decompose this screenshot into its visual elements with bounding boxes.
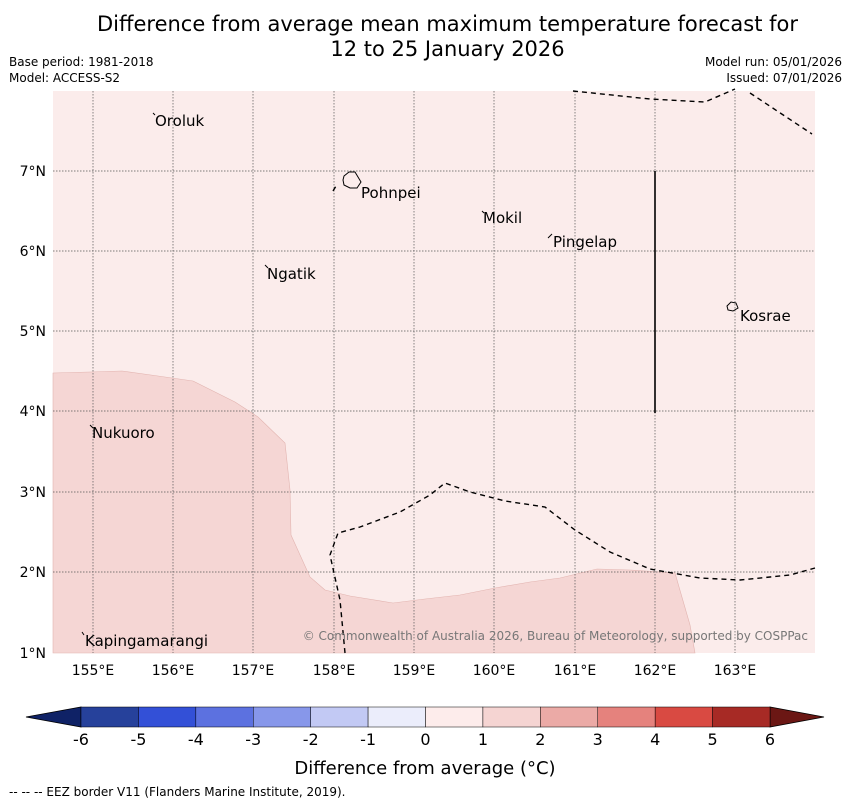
longitude-ticks: 155°E 156°E 157°E 158°E 159°E 160°E 161°… (72, 663, 757, 679)
colorbar-under-arrow (25, 706, 82, 728)
pingelap-atoll-mark (547, 233, 553, 239)
lat-tick-5: 5°N (20, 324, 46, 340)
nukuoro-atoll-mark (89, 424, 94, 429)
place-label-nukuoro: Nukuoro (92, 424, 155, 442)
colorbar-tick-label: -5 (130, 730, 146, 749)
colorbar: -6 -5 -4 -3 -2 -1 0 1 2 3 4 5 6 Difference from aver… (25, 706, 825, 779)
copyright-notice: © Commonwealth of Australia 2026, Bureau… (303, 629, 808, 643)
colorbar-segment--3-to--2 (253, 706, 311, 728)
colorbar-segment--6-to--5 (80, 706, 139, 728)
lon-tick-156: 156°E (152, 663, 195, 679)
colorbar-tick-label: -3 (245, 730, 261, 749)
colorbar-segment--2-to--1 (310, 706, 369, 728)
place-labels: Oroluk Pohnpei Mokil Pingelap Ngatik Kos… (85, 112, 791, 650)
colorbar-label: Difference from average (°C) (294, 758, 555, 779)
colorbar-tick-label: 3 (593, 730, 603, 749)
lat-tick-7: 7°N (20, 164, 46, 180)
run-info: Model run: 05/01/2026 Issued: 07/01/2026 (705, 54, 842, 86)
colorbar-tick-label: 1 (478, 730, 488, 749)
colorbar-ticks: -6 -5 -4 -3 -2 -1 0 1 2 3 4 5 6 (73, 730, 775, 749)
eez-border-north (572, 88, 736, 103)
colorbar-segment-2-to-3 (540, 706, 598, 728)
model-name: Model: ACCESS-S2 (9, 71, 121, 85)
place-label-oroluk: Oroluk (155, 112, 204, 130)
lon-tick-155: 155°E (72, 663, 115, 679)
colorbar-tick-label: 0 (420, 730, 430, 749)
colorbar-tick-label: -2 (303, 730, 319, 749)
eez-borders (329, 88, 816, 654)
eez-border-south (329, 482, 816, 654)
colorbar-segment-5-to-6 (712, 706, 771, 728)
kapingamarangi-atoll-mark (81, 631, 85, 636)
lon-tick-158: 158°E (313, 663, 356, 679)
place-label-mokil: Mokil (483, 209, 522, 227)
place-label-pingelap: Pingelap (553, 233, 617, 251)
colorbar-tick-label: 4 (650, 730, 660, 749)
lat-tick-2: 2°N (20, 565, 46, 581)
lon-tick-160: 160°E (473, 663, 516, 679)
colorbar-tick-label: 2 (535, 730, 545, 749)
eez-footnote: -- -- -- EEZ border V11 (Flanders Marine… (9, 785, 346, 799)
colorbar-tick-label: 6 (765, 730, 775, 749)
lon-tick-163: 163°E (714, 663, 757, 679)
title-line-1: Difference from average mean maximum tem… (97, 12, 798, 36)
colorbar-segment--5-to--4 (138, 706, 197, 728)
place-label-kosrae: Kosrae (740, 307, 791, 325)
lon-tick-162: 162°E (634, 663, 677, 679)
oroluk-atoll-mark (152, 112, 156, 116)
eez-border-northeast (749, 92, 813, 135)
lat-tick-4: 4°N (20, 404, 46, 420)
latitude-ticks: 7°N 6°N 5°N 4°N 3°N 2°N 1°N (20, 164, 46, 662)
colorbar-segment-4-to-5 (654, 706, 713, 728)
model-run: Model run: 05/01/2026 (704, 55, 842, 69)
graticule (53, 91, 815, 653)
colorbar-segment-3-to-4 (597, 706, 656, 728)
colorbar-segment--1-to-0 (367, 706, 426, 728)
colorbar-tick-label: -4 (188, 730, 204, 749)
place-label-kapingamarangi: Kapingamarangi (85, 632, 208, 650)
colorbar-tick-label: -6 (73, 730, 89, 749)
lon-tick-157: 157°E (232, 663, 275, 679)
base-info: Base period: 1981-2018 Model: ACCESS-S2 (9, 54, 154, 86)
colorbar-tick-label: 5 (707, 730, 717, 749)
place-label-pohnpei: Pohnpei (361, 184, 421, 202)
lat-tick-3: 3°N (20, 485, 46, 501)
ngatik-atoll-mark (264, 264, 269, 269)
lon-tick-161: 161°E (554, 663, 597, 679)
colorbar-segment-1-to-2 (482, 706, 541, 728)
colorbar-segment-0-to-1 (425, 706, 484, 728)
kosrae-island-outline (726, 301, 739, 312)
title-line-2: 12 to 25 January 2026 (330, 37, 565, 61)
base-period: Base period: 1981-2018 (9, 55, 154, 69)
colorbar-segments (80, 706, 771, 728)
map-title: Difference from average mean maximum tem… (0, 12, 850, 62)
place-label-ngatik: Ngatik (267, 265, 316, 283)
issued-date: Issued: 07/01/2026 (726, 71, 842, 85)
lat-tick-6: 6°N (20, 244, 46, 260)
islands (81, 112, 739, 636)
colorbar-over-arrow (769, 706, 825, 728)
colorbar-segment--4-to--3 (195, 706, 254, 728)
eez-border-pohnpei-stub (332, 185, 337, 192)
colorbar-tick-label: -1 (360, 730, 376, 749)
pohnpei-island-outline (342, 171, 362, 189)
mokil-atoll-mark (481, 210, 485, 214)
lon-tick-159: 159°E (393, 663, 436, 679)
lat-tick-1: 1°N (20, 646, 46, 662)
map-panel: Oroluk Pohnpei Mokil Pingelap Ngatik Kos… (52, 88, 816, 654)
